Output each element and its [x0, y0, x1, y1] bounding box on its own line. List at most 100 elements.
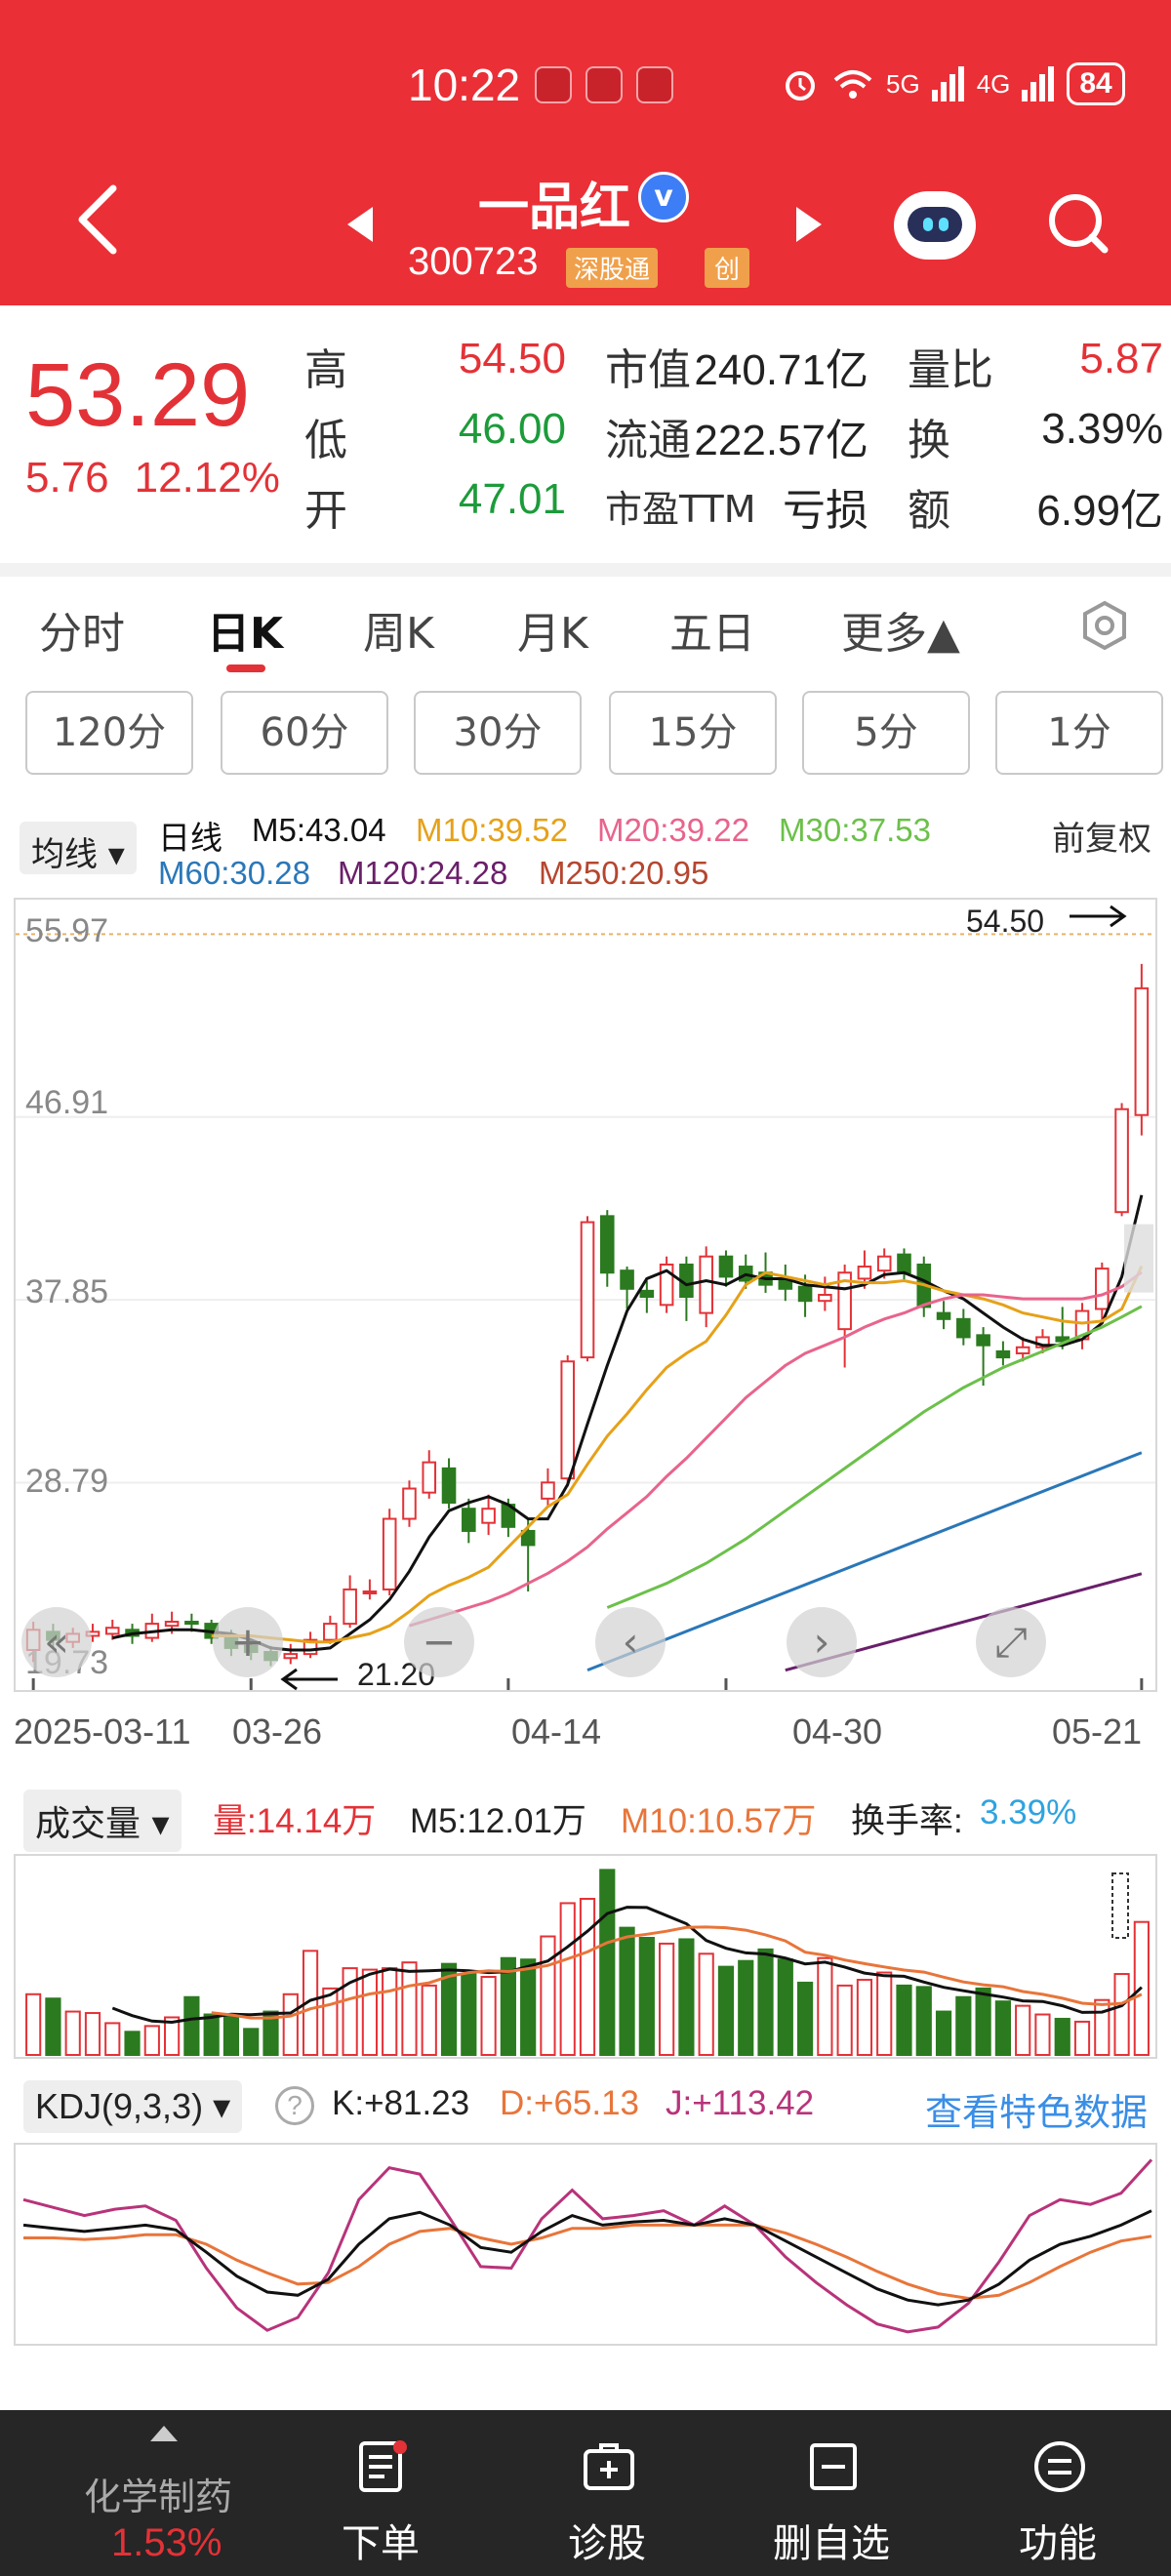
ma-legend: 均线 ▾ 日线 M5:43.04 M10:39.52 M20:39.22 M30…: [0, 800, 1171, 898]
volume-bar: [322, 1987, 339, 2056]
remove-square-icon: [810, 2443, 857, 2490]
candle-body: [1015, 1346, 1030, 1354]
tab-five-day[interactable]: 五日: [669, 609, 755, 659]
search-icon[interactable]: [1046, 191, 1110, 256]
kdj-chart[interactable]: [14, 2143, 1157, 2346]
scroll-start-button[interactable]: «: [21, 1607, 92, 1677]
chart-tabs: 分时 日K 周K 月K 五日 更多▲: [0, 577, 1171, 674]
robot-eye: [923, 218, 933, 231]
volume-m10: M10:10.57万: [621, 1802, 817, 1840]
volume-bar: [183, 1995, 200, 2056]
candle-body: [1114, 1107, 1129, 1214]
kdj-indicator-dropdown[interactable]: KDJ(9,3,3) ▾: [23, 2080, 243, 2133]
volume-bar: [45, 1997, 61, 2057]
tab-more[interactable]: 更多▲: [841, 609, 960, 659]
period-120min[interactable]: 120分: [25, 691, 193, 775]
candle-body: [580, 1221, 595, 1359]
indicator-dropdown[interactable]: 均线 ▾: [20, 822, 137, 874]
section-divider: [0, 563, 1171, 577]
ma-label-m30: M30:37.53: [779, 812, 931, 848]
change-percent: 12.12%: [134, 454, 280, 502]
ai-assistant-icon[interactable]: [894, 191, 976, 260]
signal-bars-icon: [1022, 66, 1055, 101]
candle-body: [362, 1590, 378, 1595]
volume-bar: [836, 1984, 853, 2056]
ma-line-m60-trend: [586, 1451, 1143, 1672]
pe-value: 亏损: [783, 486, 868, 536]
settings-hexagon-icon[interactable]: [1079, 600, 1130, 651]
volume-bar: [461, 1973, 477, 2056]
open-value: 47.01: [458, 475, 566, 523]
volume-bar: [975, 1987, 991, 2056]
tab-intraday[interactable]: 分时: [39, 609, 125, 659]
volume-bar: [164, 2016, 181, 2056]
functions-button[interactable]: 功能: [950, 2410, 1165, 2576]
period-30min[interactable]: 30分: [414, 691, 582, 775]
candle-body: [857, 1266, 872, 1280]
zoom-out-button[interactable]: −: [404, 1607, 474, 1677]
candle-body: [620, 1269, 634, 1290]
max-price-label: 54.50: [966, 904, 1045, 939]
candle-body: [936, 1311, 951, 1320]
previous-stock-icon[interactable]: [347, 207, 373, 242]
kdj-j-line: [22, 2158, 1153, 2334]
tab-weekly-k[interactable]: 周K: [363, 609, 434, 659]
minute-period-row: 120分 60分 30分 15分 5分 1分: [0, 691, 1171, 779]
signal-bars-icon: [931, 66, 964, 101]
kline-chart[interactable]: [14, 898, 1157, 1692]
mktcap-label: 市值: [605, 345, 691, 395]
volume-bar: [1094, 1998, 1110, 2056]
period-15min[interactable]: 15分: [609, 691, 777, 775]
kdj-svg: [22, 2158, 1153, 2334]
low-value: 46.00: [458, 405, 566, 453]
period-5min[interactable]: 5分: [802, 691, 970, 775]
period-1min[interactable]: 1分: [995, 691, 1163, 775]
exchange-tag: 深股通: [566, 248, 659, 288]
tab-monthly-k[interactable]: 月K: [517, 609, 588, 659]
volume-bar: [896, 1984, 912, 2056]
help-icon[interactable]: ?: [275, 2086, 314, 2125]
volume-m5: M5:12.01万: [410, 1802, 586, 1840]
menu-circle-icon: [1034, 2441, 1085, 2492]
tab-daily-k[interactable]: 日K: [207, 609, 284, 659]
next-stock-icon[interactable]: [796, 207, 822, 242]
view-feature-data-link[interactable]: 查看特色数据: [924, 2091, 1148, 2134]
scroll-left-button[interactable]: ‹: [595, 1607, 666, 1677]
order-document-icon: [359, 2440, 407, 2492]
candle-body: [560, 1360, 576, 1480]
volume-bar: [579, 1898, 596, 2056]
order-button[interactable]: 下单: [273, 2410, 488, 2576]
remove-watchlist-button[interactable]: 删自选: [724, 2410, 939, 2576]
kdj-indicator-label: KDJ(9,3,3): [35, 2086, 204, 2126]
ma-label-m20: M20:39.22: [597, 812, 749, 848]
volume-indicator-dropdown[interactable]: 成交量 ▾: [23, 1790, 182, 1852]
volume-bar: [698, 1952, 714, 2056]
sector-button[interactable]: 化学制药 1.53%: [29, 2410, 244, 2576]
alarm-icon: [786, 71, 815, 101]
volume-bar: [1034, 2013, 1051, 2057]
candle-body: [818, 1294, 832, 1303]
volume-bar: [104, 2022, 121, 2057]
volume-bar: [817, 1956, 833, 2056]
volume-bar: [638, 1937, 655, 2056]
diagnose-button[interactable]: 诊股: [500, 2410, 714, 2576]
x-tick-label: 05-21: [1052, 1711, 1143, 1751]
candle-body: [995, 1349, 1011, 1359]
status-bar: 10:22 5G 4G 84: [0, 49, 1171, 127]
period-60min[interactable]: 60分: [221, 691, 388, 775]
zoom-in-button[interactable]: +: [213, 1607, 283, 1677]
volume-bar: [935, 2010, 952, 2056]
volume-chart[interactable]: [14, 1854, 1157, 2059]
scroll-right-button[interactable]: ›: [787, 1607, 857, 1677]
fullscreen-button[interactable]: ⤢: [976, 1607, 1046, 1677]
kline-svg: [16, 933, 1155, 1690]
volume-bar: [678, 1938, 695, 2056]
kdj-j-value: J:+113.42: [666, 2084, 815, 2122]
mktcap-value: 240.71亿: [694, 346, 868, 394]
volume-bar: [915, 1986, 932, 2057]
volume-bar: [222, 2015, 240, 2056]
adjustment-mode[interactable]: 前复权: [1052, 820, 1151, 859]
volume-bar: [738, 1959, 754, 2056]
back-arrow-icon[interactable]: [68, 181, 127, 259]
amount-value: 6.99亿: [1036, 487, 1163, 535]
